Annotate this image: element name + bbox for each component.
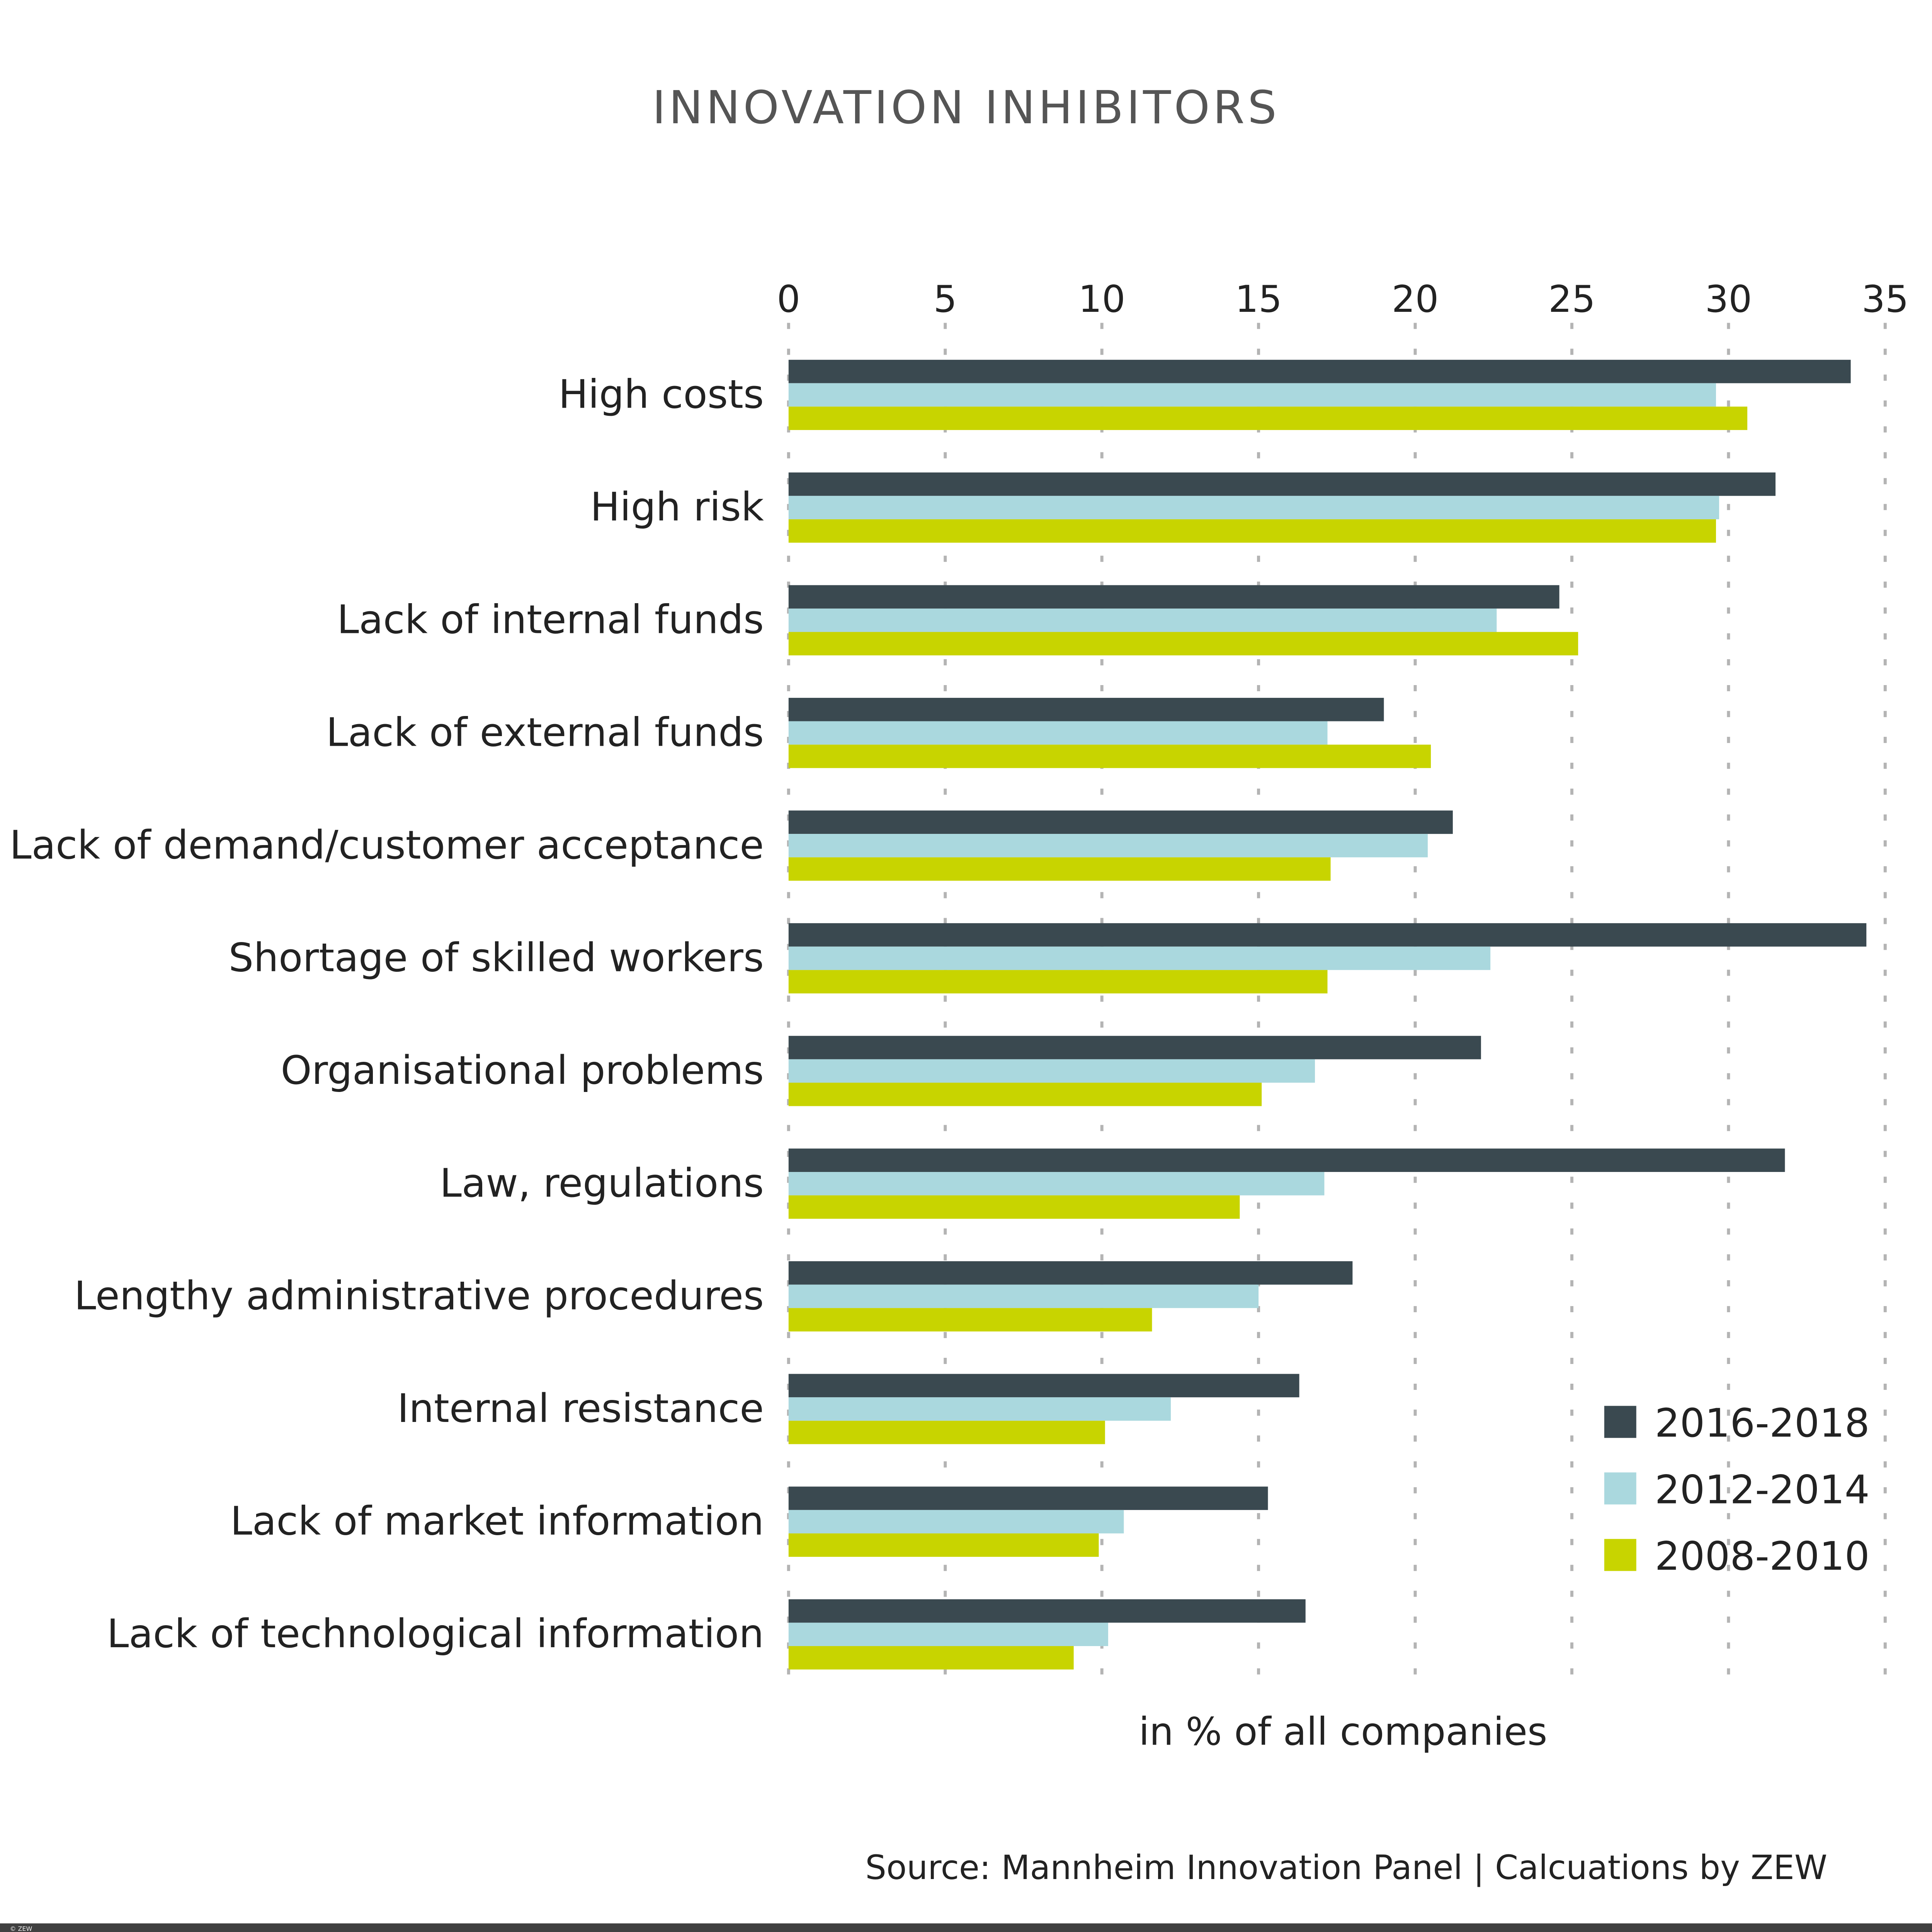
category-labels: High costs High risk Lack of internal fund… [10,371,764,1657]
bar-2008-2010-8 [788,1308,1152,1332]
category-label: Lack of internal funds [337,597,764,643]
x-tick-label: 10 [1078,277,1126,321]
bar-2016-2018-4 [788,810,1453,834]
bar-2008-2010-9 [788,1420,1105,1444]
bar-2008-2010-6 [788,1082,1262,1106]
legend: 2016-2018 2012-2014 2008-2010 [1604,1400,1870,1580]
bar-2016-2018-0 [788,360,1851,383]
legend-label: 2016-2018 [1655,1400,1870,1446]
bar-2016-2018-8 [788,1261,1353,1285]
bar-2012-2014-10 [788,1510,1124,1534]
category-label: Lengthy administrative procedures [74,1273,764,1319]
gridlines [787,323,1887,1679]
x-tick-label: 15 [1235,277,1282,321]
category-label: High costs [558,371,764,417]
bar-2008-2010-0 [788,406,1748,430]
bar-2016-2018-9 [788,1374,1299,1398]
category-label: Lack of market information [230,1498,764,1544]
x-tick-label: 20 [1392,277,1439,321]
source-note: Source: Mannheim Innovation Panel | Calc… [865,1849,1827,1887]
x-tick-label: 0 [777,277,800,321]
bar-2008-2010-3 [788,745,1431,768]
category-label: Lack of external funds [326,709,764,755]
bar-2016-2018-11 [788,1599,1306,1623]
category-label: Law, regulations [440,1160,764,1206]
bar-2016-2018-5 [788,923,1867,947]
category-label: Lack of technological information [107,1611,764,1657]
bar-2008-2010-7 [788,1195,1240,1219]
bar-2016-2018-1 [788,472,1776,496]
bar-2008-2010-2 [788,632,1578,656]
bar-2008-2010-10 [788,1533,1099,1557]
category-label: Organisational problems [281,1048,764,1094]
bar-2016-2018-2 [788,585,1560,609]
bar-2016-2018-6 [788,1036,1481,1060]
category-label: Lack of demand/customer acceptance [10,822,764,868]
x-axis-ticks: 0 5 10 15 20 25 30 35 [777,277,1908,321]
legend-swatch [1604,1472,1636,1505]
bar-2016-2018-7 [788,1148,1785,1172]
category-label: Internal resistance [397,1386,764,1432]
chart-title: INNOVATION INHIBITORS [652,81,1280,134]
bars [788,360,1867,1670]
legend-label: 2008-2010 [1655,1534,1870,1580]
x-tick-label: 30 [1705,277,1752,321]
category-label: High risk [590,484,764,530]
footer-bar [0,1923,1932,1932]
bar-2008-2010-1 [788,519,1716,543]
legend-swatch [1604,1406,1636,1438]
bar-2008-2010-11 [788,1646,1074,1670]
bar-2012-2014-3 [788,721,1328,745]
bar-2008-2010-4 [788,857,1331,881]
bar-2012-2014-6 [788,1059,1315,1083]
legend-swatch [1604,1539,1636,1571]
bar-2012-2014-0 [788,383,1716,407]
copyright: © ZEW [10,1925,32,1932]
bar-2012-2014-5 [788,946,1491,970]
x-tick-label: 5 [934,277,957,321]
legend-label: 2012-2014 [1655,1467,1870,1513]
bar-2012-2014-9 [788,1397,1171,1421]
bar-2012-2014-4 [788,834,1428,857]
bar-2012-2014-8 [788,1284,1259,1308]
bar-2016-2018-3 [788,697,1384,721]
bar-2012-2014-11 [788,1622,1108,1646]
bar-2012-2014-2 [788,608,1497,632]
x-tick-label: 25 [1548,277,1595,321]
bar-2008-2010-5 [788,970,1328,993]
bar-2012-2014-7 [788,1172,1325,1196]
category-label: Shortage of skilled workers [229,935,764,981]
bar-2012-2014-1 [788,496,1719,519]
x-axis-label: in % of all companies [1139,1709,1547,1754]
bar-2016-2018-10 [788,1486,1268,1510]
x-tick-label: 35 [1862,277,1909,321]
